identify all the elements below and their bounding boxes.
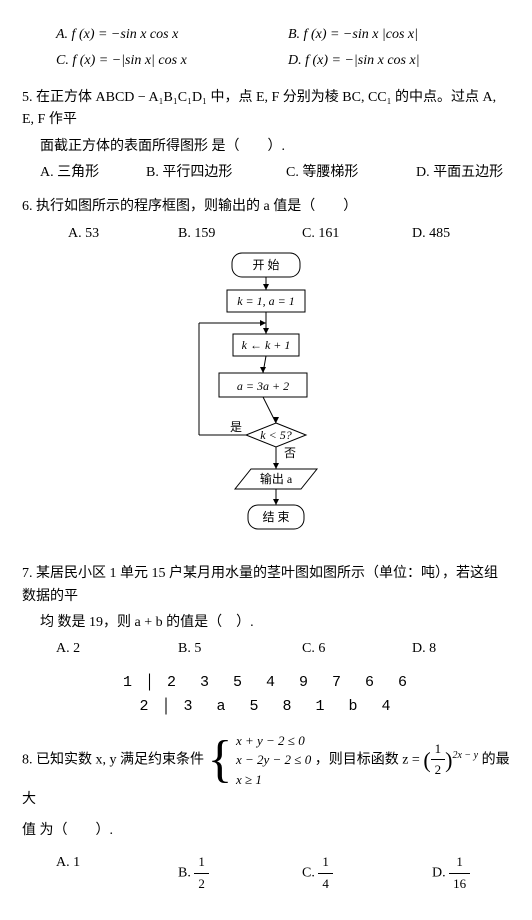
svg-text:k ← k + 1: k ← k + 1: [242, 338, 291, 352]
opt-c: C. f (x) = −|sin x| cos x: [56, 50, 288, 72]
q5-opt-b: B. 平行四边形: [146, 162, 286, 184]
svg-text:是: 是: [230, 420, 242, 434]
q8-opt-c: C. 14: [302, 852, 432, 895]
q8-opt-b: B. 12: [178, 852, 302, 895]
q8-sys3: x ≥ 1: [236, 772, 262, 787]
q8-opts: A. 1 B. 12 C. 14 D. 116: [22, 852, 510, 895]
q5-opt-c: C. 等腰梯形: [286, 162, 416, 184]
q5-opt-a: A. 三角形: [40, 162, 146, 184]
brace-icon: {: [208, 738, 233, 782]
q6-stem: 6. 执行如图所示的程序框图，则输出的 a 值是（ ）: [22, 196, 510, 218]
q6-opt-b: B. 159: [178, 223, 302, 245]
q6-opt-a: A. 53: [68, 223, 178, 245]
lparen-icon: (: [423, 747, 430, 772]
q8: 8. 已知实数 x, y 满足约束条件 { x + y − 2 ≤ 0 x − …: [22, 731, 510, 812]
svg-text:a = 3a + 2: a = 3a + 2: [237, 379, 289, 393]
q7-opt-a: A. 2: [56, 638, 178, 660]
q8-stem2: 值 为（ ）.: [22, 820, 510, 842]
q8-exp: 2x − y: [452, 750, 478, 761]
q7-opts: A. 2 B. 5 C. 6 D. 8: [22, 638, 510, 660]
opt-row-ab: A. f (x) = −sin x cos x B. f (x) = −sin …: [22, 24, 510, 46]
opt-a: A. f (x) = −sin x cos x: [56, 24, 288, 46]
opt-d: D. f (x) = −|sin x cos x|: [288, 50, 420, 72]
q5-stem2: 面截正方体的表面所得图形 是（ ）.: [40, 136, 510, 158]
sl-leaf2: 3 a 5 8 1 b 4: [183, 698, 392, 715]
sl-stem2: 2: [139, 698, 150, 715]
q6-opt-d: D. 485: [412, 223, 450, 245]
sl-stem1: 1: [123, 674, 134, 691]
q6-opts: A. 53 B. 159 C. 161 D. 485: [22, 223, 510, 245]
q5-stem: 5. 在正方体 ABCD − A₁B₁C₁D₁ 中，点 E, F 分别为棱 BC…: [22, 87, 510, 132]
sl-leaf1: 2 3 5 4 9 7 6 6: [167, 674, 409, 691]
q7-stem2: 均 数是 19，则 a + b 的值是（ ）.: [40, 612, 510, 634]
q8-opt-a: A. 1: [56, 852, 178, 895]
q5-opt-d: D. 平面五边形: [416, 162, 503, 184]
flowchart: 开 始 k = 1, a = 1 k ← k + 1 a = 3a + 2 k < 5?…: [161, 251, 371, 551]
svg-text:k = 1, a = 1: k = 1, a = 1: [237, 294, 295, 308]
q7-stem1: 7. 某居民小区 1 单元 15 户某月用水量的茎叶图如图所示（单位：吨），若这…: [22, 563, 510, 608]
q7-opt-c: C. 6: [302, 638, 412, 660]
q8-system: x + y − 2 ≤ 0 x − 2y − 2 ≤ 0 x ≥ 1: [236, 731, 311, 790]
opt-row-cd: C. f (x) = −|sin x| cos x D. f (x) = −|s…: [22, 50, 510, 72]
q7-opt-b: B. 5: [178, 638, 302, 660]
q6-opt-c: C. 161: [302, 223, 412, 245]
q8-opt-d: D. 116: [432, 852, 470, 895]
svg-text:否: 否: [284, 446, 296, 460]
q8-sys2: x − 2y − 2 ≤ 0: [236, 752, 311, 767]
svg-text:结 束: 结 束: [262, 510, 289, 524]
q8-stem: 8. 已知实数 x, y 满足约束条件: [22, 752, 204, 767]
svg-text:输出 a: 输出 a: [260, 471, 293, 486]
q5-opts: A. 三角形 B. 平行四边形 C. 等腰梯形 D. 平面五边形: [40, 162, 510, 184]
q8-sys1: x + y − 2 ≤ 0: [236, 733, 305, 748]
stemleaf: 1 │ 2 3 5 4 9 7 6 6 2 │ 3 a 5 8 1 b 4: [22, 671, 510, 719]
svg-text:k < 5?: k < 5?: [260, 428, 291, 442]
svg-text:开 始: 开 始: [252, 258, 279, 272]
q7-opt-d: D. 8: [412, 638, 436, 660]
q8-mid: ，则目标函数 z =: [315, 752, 424, 767]
opt-b: B. f (x) = −sin x |cos x|: [288, 24, 418, 46]
q8-frac: 12: [431, 739, 446, 782]
